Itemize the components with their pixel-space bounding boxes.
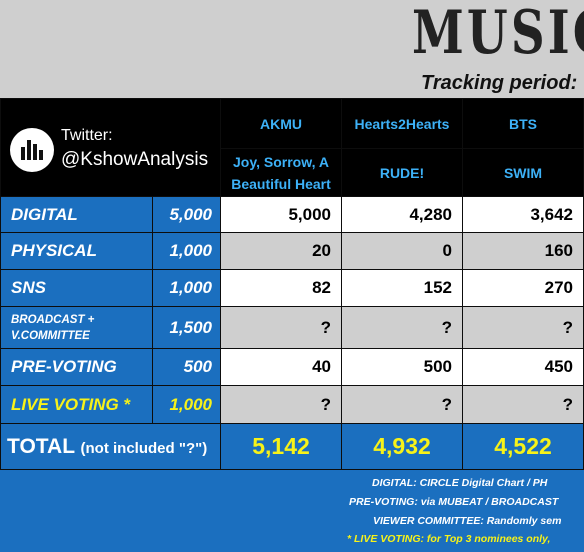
header-banner: MUSIC C Tracking period: bbox=[0, 0, 584, 98]
category-label: PRE-VOTING bbox=[0, 348, 153, 386]
score-cell: 160 bbox=[462, 232, 584, 270]
total-value: 5,142 bbox=[220, 423, 342, 470]
score-cell: 0 bbox=[341, 232, 463, 270]
score-cell: 40 bbox=[220, 348, 342, 386]
table-row: BROADCAST + V.COMMITTEE 1,500 ? ? ? bbox=[0, 306, 584, 349]
max-points: 1,000 bbox=[152, 232, 221, 270]
bar-chart-logo-icon bbox=[10, 128, 54, 172]
score-cell: ? bbox=[462, 306, 584, 349]
max-points: 5,000 bbox=[152, 196, 221, 233]
artist-header-row: Twitter: @KshowAnalysis AKMU Hearts2Hear… bbox=[0, 98, 584, 197]
score-cell: 270 bbox=[462, 269, 584, 307]
footnotes: DIGITAL: CIRCLE Digital Chart / PH PRE-V… bbox=[0, 470, 584, 552]
max-points: 1,000 bbox=[152, 269, 221, 307]
score-cell: 4,280 bbox=[341, 196, 463, 233]
score-cell: 500 bbox=[341, 348, 463, 386]
twitter-label: Twitter: bbox=[61, 127, 113, 144]
table-row: PRE-VOTING 500 40 500 450 bbox=[0, 348, 584, 386]
footnote-committee: VIEWER COMMITTEE: Randomly sem bbox=[373, 515, 562, 527]
max-points: 1,000 bbox=[152, 385, 221, 424]
score-cell: 450 bbox=[462, 348, 584, 386]
song-title: Joy, Sorrow, A Beautiful Heart bbox=[220, 148, 342, 197]
artist-name: AKMU bbox=[220, 98, 342, 149]
table-row: LIVE VOTING * 1,000 ? ? ? bbox=[0, 385, 584, 424]
artist-name: BTS bbox=[462, 98, 584, 149]
score-cell: 82 bbox=[220, 269, 342, 307]
twitter-cell: Twitter: @KshowAnalysis bbox=[0, 98, 221, 197]
twitter-handle: @KshowAnalysis bbox=[61, 149, 209, 170]
total-row: TOTAL (not included "?") 5,142 4,932 4,5… bbox=[0, 423, 584, 470]
footnote-live-voting: * LIVE VOTING: for Top 3 nominees only, bbox=[347, 533, 551, 545]
song-header-row: Joy, Sorrow, A Beautiful Heart RUDE! SWI… bbox=[1, 148, 584, 197]
category-label: DIGITAL bbox=[0, 196, 153, 233]
score-cell: ? bbox=[341, 385, 463, 424]
score-cell: 5,000 bbox=[220, 196, 342, 233]
category-label: BROADCAST + V.COMMITTEE bbox=[0, 306, 153, 349]
score-cell: ? bbox=[462, 385, 584, 424]
page-title: MUSIC C bbox=[412, 0, 584, 68]
score-cell: 20 bbox=[220, 232, 342, 270]
total-label-cell: TOTAL (not included "?") bbox=[0, 423, 221, 470]
score-cell: ? bbox=[341, 306, 463, 349]
score-cell: 3,642 bbox=[462, 196, 584, 233]
score-table: Twitter: @KshowAnalysis AKMU Hearts2Hear… bbox=[0, 98, 584, 470]
table-row: DIGITAL 5,000 5,000 4,280 3,642 bbox=[0, 196, 584, 233]
score-cell: ? bbox=[220, 385, 342, 424]
total-label: TOTAL bbox=[7, 434, 75, 458]
total-value: 4,522 bbox=[462, 423, 584, 470]
category-label: SNS bbox=[0, 269, 153, 307]
song-title: SWIM bbox=[462, 148, 584, 197]
total-value: 4,932 bbox=[341, 423, 463, 470]
category-label: LIVE VOTING * bbox=[0, 385, 153, 424]
score-cell: 152 bbox=[341, 269, 463, 307]
tracking-period-label: Tracking period: bbox=[421, 72, 578, 94]
footnote-prevoting: PRE-VOTING: via MUBEAT / BROADCAST bbox=[349, 496, 559, 508]
score-cell: ? bbox=[220, 306, 342, 349]
artist-name: Hearts2Hearts bbox=[341, 98, 463, 149]
footnote-digital: DIGITAL: CIRCLE Digital Chart / PH bbox=[372, 477, 548, 489]
table-row: SNS 1,000 82 152 270 bbox=[0, 269, 584, 307]
max-points: 1,500 bbox=[152, 306, 221, 349]
total-note: (not included "?") bbox=[80, 439, 208, 457]
song-title: RUDE! bbox=[341, 148, 463, 197]
category-label: PHYSICAL bbox=[0, 232, 153, 270]
max-points: 500 bbox=[152, 348, 221, 386]
table-row: PHYSICAL 1,000 20 0 160 bbox=[0, 232, 584, 270]
